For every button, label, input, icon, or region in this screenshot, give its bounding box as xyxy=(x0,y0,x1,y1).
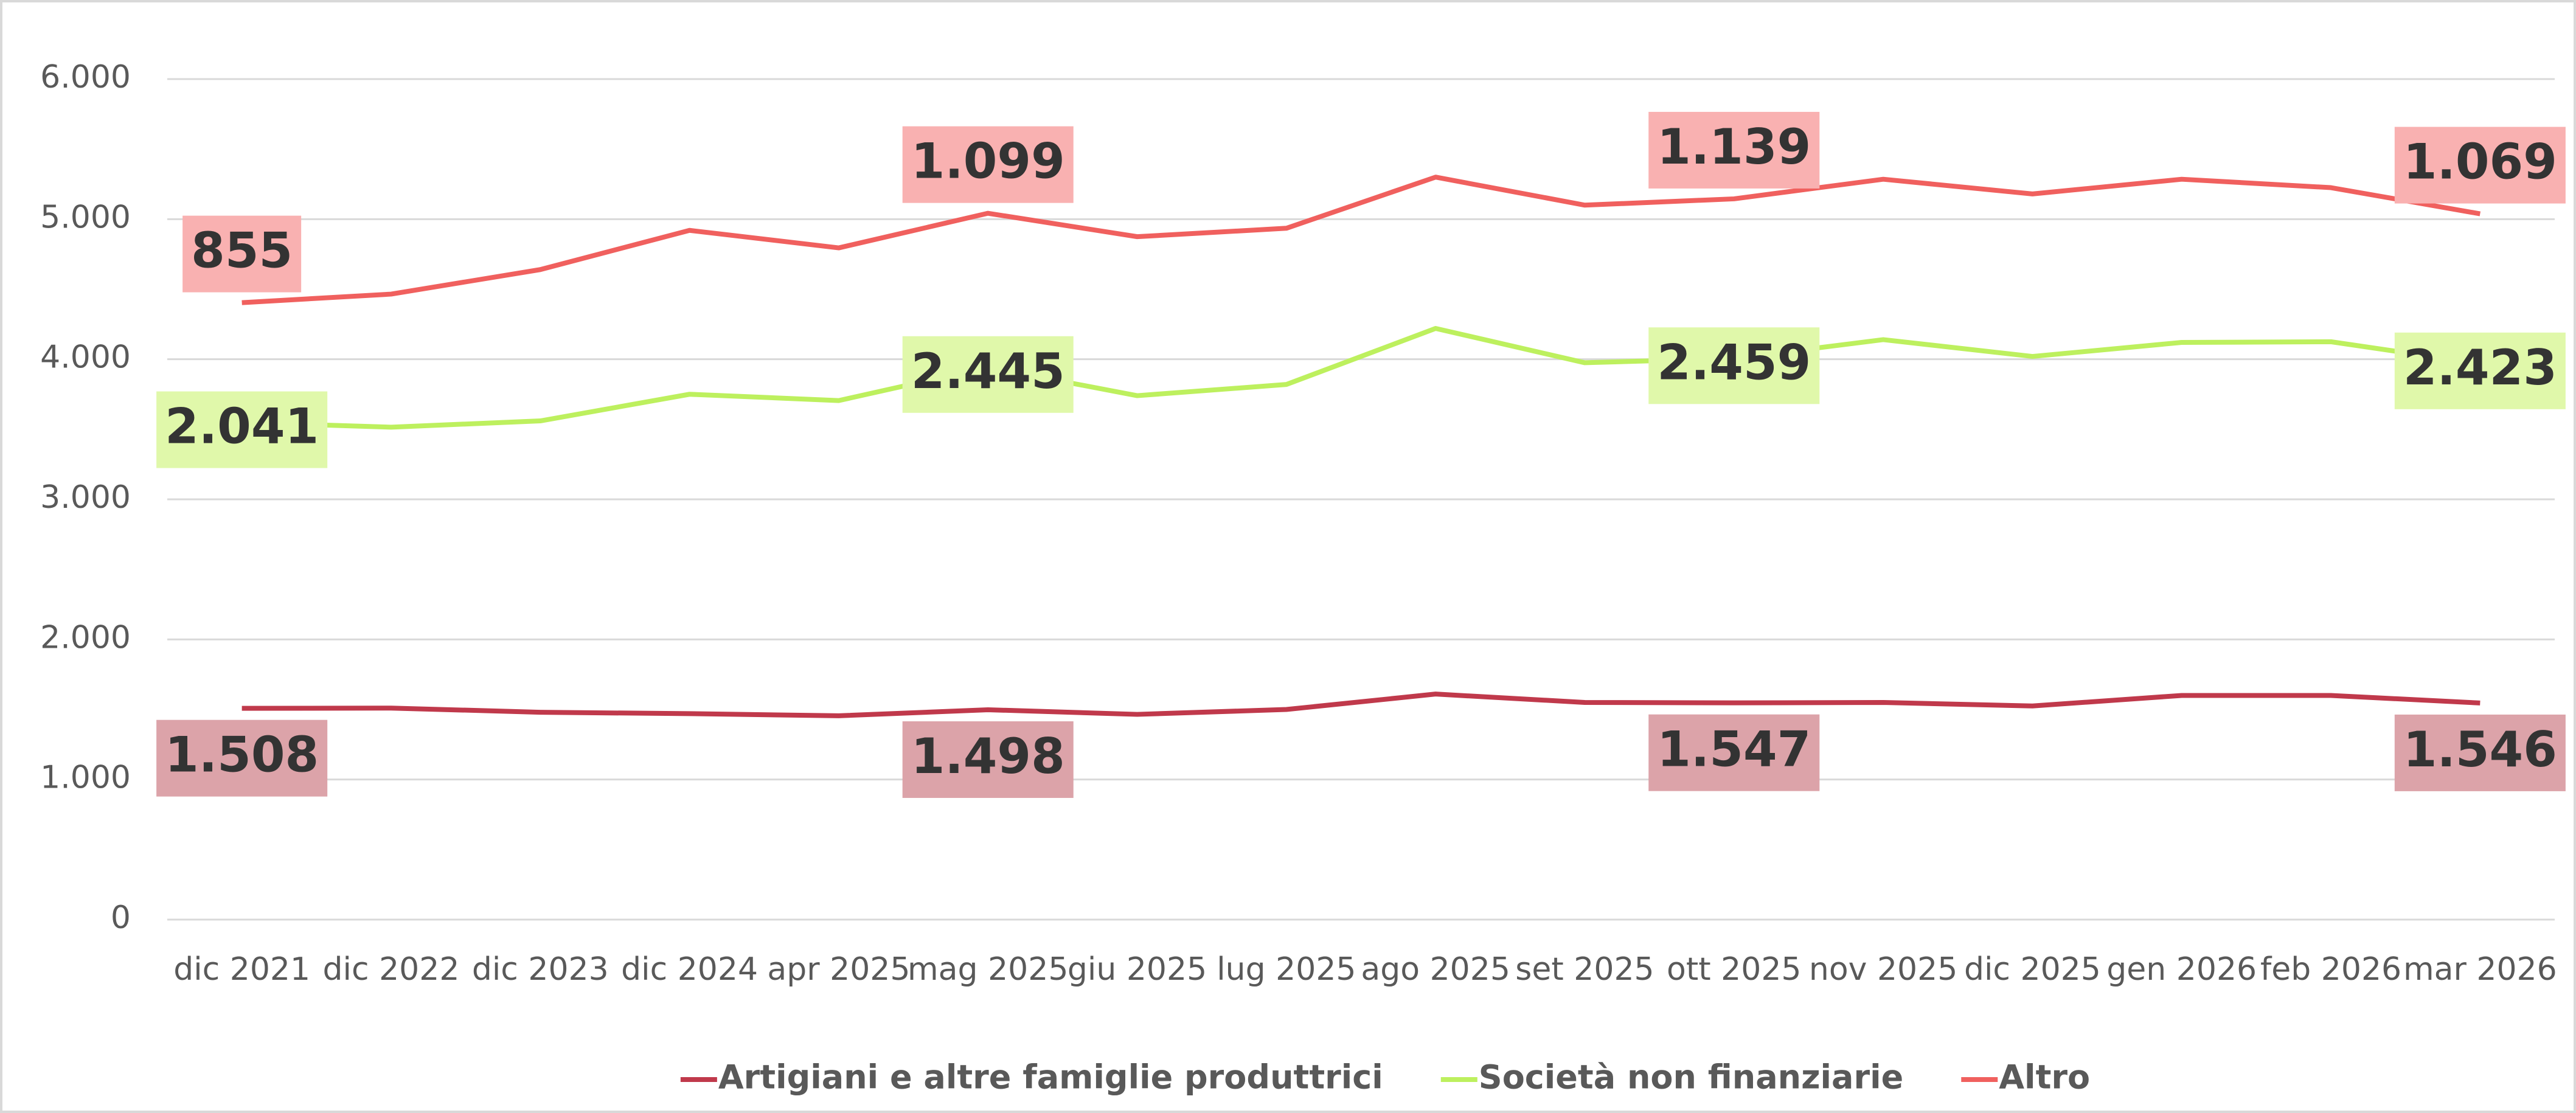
x-tick-label: nov 2025 xyxy=(1809,951,1957,988)
data-label-text: 2.445 xyxy=(911,343,1065,400)
x-tick-label: giu 2025 xyxy=(1068,951,1207,988)
data-label-box xyxy=(2394,332,2566,409)
y-tick-label: 0 xyxy=(111,900,131,936)
data-label-text: 1.099 xyxy=(911,133,1065,190)
y-tick-label: 6.000 xyxy=(40,59,131,95)
data-label-text: 2.423 xyxy=(2403,339,2557,396)
data-label-box xyxy=(902,336,1074,413)
data-label-box xyxy=(156,391,328,468)
data-label-text: 1.546 xyxy=(2403,721,2557,778)
legend: Artigiani e altre famiglie produttrici So… xyxy=(680,1058,2090,1097)
series-line xyxy=(241,692,2481,718)
data-label-text: 1.508 xyxy=(165,727,319,783)
x-tick-label: mag 2025 xyxy=(908,951,1068,988)
y-tick-label: 5.000 xyxy=(40,199,131,235)
data-label-box xyxy=(1648,714,1820,791)
x-tick-label: set 2025 xyxy=(1515,951,1654,988)
data-label-text: 2.459 xyxy=(1657,334,1811,390)
data-label-text: 1.139 xyxy=(1657,119,1811,175)
y-tick-label: 3.000 xyxy=(40,479,131,516)
data-label: 2.423 xyxy=(2394,332,2566,409)
x-tick-label: ago 2025 xyxy=(1361,951,1510,988)
data-label-text: 1.498 xyxy=(911,728,1065,785)
data-label-box xyxy=(2394,714,2566,791)
data-label-box xyxy=(902,126,1074,203)
x-tick-label: mar 2026 xyxy=(2403,951,2557,988)
data-label-text: 1.547 xyxy=(1657,721,1811,778)
data-label-box xyxy=(902,721,1074,798)
x-tick-label: ott 2025 xyxy=(1667,951,1801,988)
data-label-text: 1.069 xyxy=(2403,134,2557,190)
legend-label: Società non finanziarie xyxy=(1479,1058,1903,1097)
x-tick-label: dic 2021 xyxy=(173,951,310,988)
data-label-box xyxy=(1648,111,1820,189)
y-tick-label: 1.000 xyxy=(40,760,131,796)
data-label: 1.547 xyxy=(1648,714,1820,791)
data-label: 1.099 xyxy=(902,126,1074,203)
x-tick-label: dic 2025 xyxy=(1964,951,2101,988)
x-tick-label: feb 2026 xyxy=(2260,951,2401,988)
data-label: 855 xyxy=(182,215,302,293)
y-tick-label: 2.000 xyxy=(40,619,131,656)
data-label-box xyxy=(182,215,302,293)
data-label: 1.139 xyxy=(1648,111,1820,189)
data-label-text: 2.041 xyxy=(165,398,319,455)
data-label: 1.508 xyxy=(156,719,328,797)
x-tick-label: dic 2024 xyxy=(621,951,758,988)
data-label-box xyxy=(1648,327,1820,404)
data-label: 2.459 xyxy=(1648,327,1820,404)
legend-label: Artigiani e altre famiglie produttrici xyxy=(718,1058,1383,1097)
y-tick-label: 4.000 xyxy=(40,339,131,376)
data-label-box xyxy=(2394,127,2566,204)
data-label: 2.041 xyxy=(156,391,328,468)
legend-label: Altro xyxy=(1999,1058,2090,1097)
data-label: 1.546 xyxy=(2394,714,2566,791)
x-tick-label: dic 2023 xyxy=(472,951,609,988)
series-line xyxy=(241,325,2481,430)
x-tick-label: apr 2025 xyxy=(767,951,910,988)
x-tick-label: lug 2025 xyxy=(1217,951,1356,988)
x-tick-label: gen 2026 xyxy=(2106,951,2257,988)
series-line xyxy=(241,175,2481,305)
data-label-text: 855 xyxy=(191,223,293,279)
x-tick-label: dic 2022 xyxy=(323,951,460,988)
data-label: 2.445 xyxy=(902,336,1074,413)
data-label: 1.069 xyxy=(2394,127,2566,204)
data-label: 1.498 xyxy=(902,721,1074,798)
data-label-box xyxy=(156,719,328,797)
